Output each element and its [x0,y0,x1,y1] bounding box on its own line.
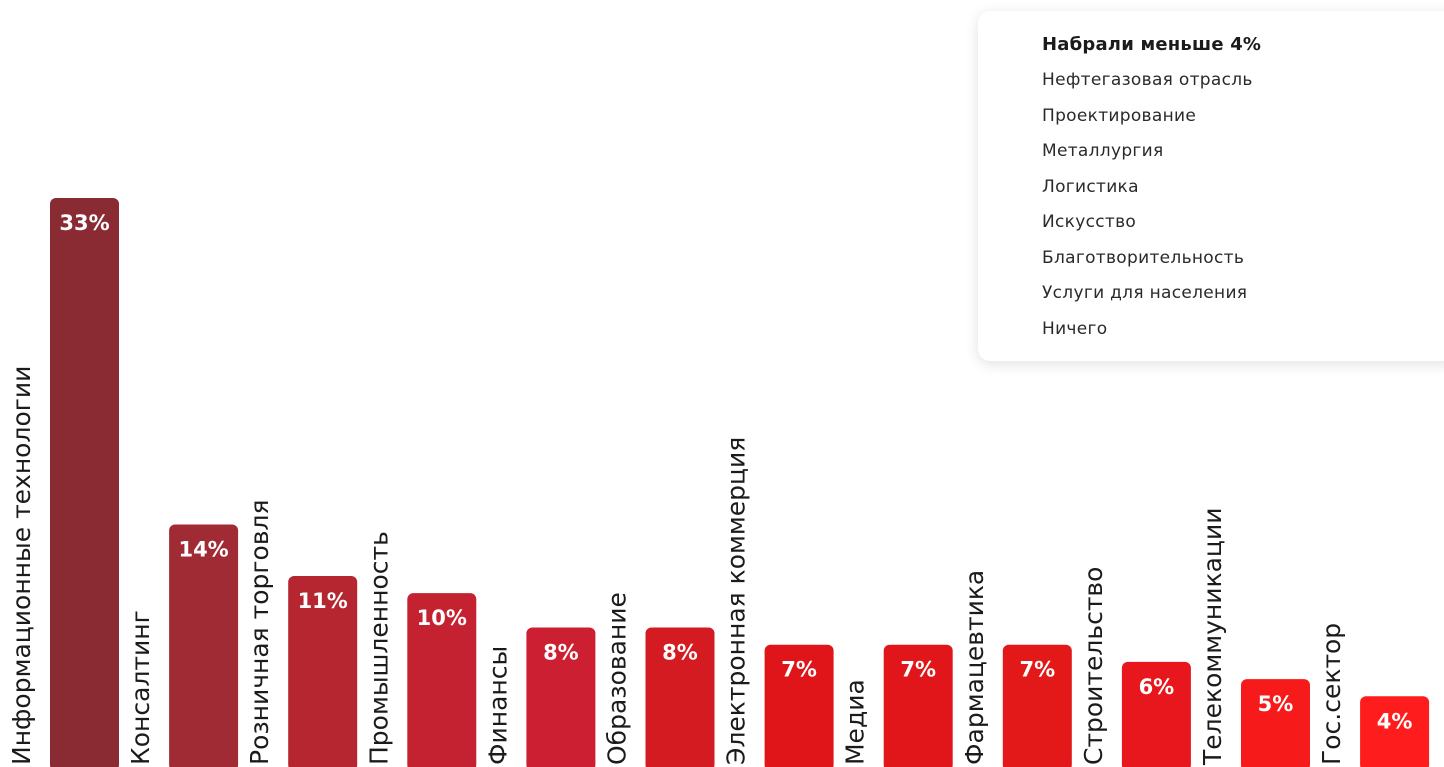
bar-value-label: 7% [1019,658,1055,682]
bar-group: 14% Консалтинг [126,524,239,767]
legend-panel: Набрали меньше 4% Нефтегазовая отрасль П… [978,11,1444,361]
bar [883,644,953,767]
bar [1121,661,1191,767]
bar-group: 7% Электронная коммерция [722,437,834,767]
bar-value-label: 5% [1258,692,1294,716]
legend-item: Нефтегазовая отрасль [1042,70,1253,90]
bar [1241,679,1310,767]
category-label: Строительство [1079,567,1108,765]
bar-value-label: 4% [1377,709,1413,733]
bar [288,576,358,767]
bar [407,593,477,767]
legend-item: Логистика [1042,176,1139,197]
legend-item: Искусство [1042,212,1137,232]
bar-group: 6% Строительство [1079,567,1191,767]
bar-group: 8% Финансы [483,627,596,767]
bar [1002,644,1072,767]
bar [764,644,834,767]
bar-value-label: 6% [1139,675,1175,699]
bar-group: 4% Гос.сектор [1317,623,1430,767]
category-label: Финансы [483,646,512,765]
legend-item: Металлургия [1042,141,1164,161]
bar [526,627,596,767]
category-label: Розничная торговля [245,499,274,765]
bar-value-label: 8% [662,641,698,665]
category-label: Электронная коммерция [722,437,751,765]
bar-value-label: 10% [417,606,467,630]
bar [169,524,239,767]
legend-item: Ничего [1042,318,1108,339]
bar [1360,696,1430,767]
bar-value-label: 11% [298,589,348,613]
category-label: Образование [603,592,632,765]
category-label: Консалтинг [126,610,155,765]
bar-group: 33% Информационные технологии [7,198,119,767]
category-label: Информационные технологии [7,366,36,765]
bar [645,627,715,767]
bar-group: 11% Розничная торговля [245,499,358,767]
category-label: Гос.сектор [1317,623,1346,765]
legend-item: Проектирование [1042,105,1197,126]
legend-title: Набрали меньше 4% [1042,34,1262,55]
category-label: Промышленность [364,531,393,765]
legend-item: Услуги для населения [1042,283,1248,303]
bar-value-label: 14% [178,537,228,561]
category-label: Фармацевтика [960,570,989,765]
bar-value-label: 7% [900,658,936,682]
bar [50,198,119,767]
category-label: Медиа [841,679,870,765]
bar-group: 7% Медиа [841,644,953,767]
category-label: Телекоммуникации [1198,508,1227,766]
bar-value-label: 8% [543,641,579,665]
bar-group: 10% Промышленность [364,531,477,767]
bar-group: 7% Фармацевтика [960,570,1072,767]
bar-value-label: 33% [59,211,109,235]
bar-value-label: 7% [781,658,817,682]
bar-group: 5% Телекоммуникации [1198,508,1310,767]
legend-list: Нефтегазовая отрасль Проектирование Мета… [1042,68,1444,352]
legend-item: Благотворительность [1042,247,1245,268]
bar-group: 8% Образование [603,592,715,767]
